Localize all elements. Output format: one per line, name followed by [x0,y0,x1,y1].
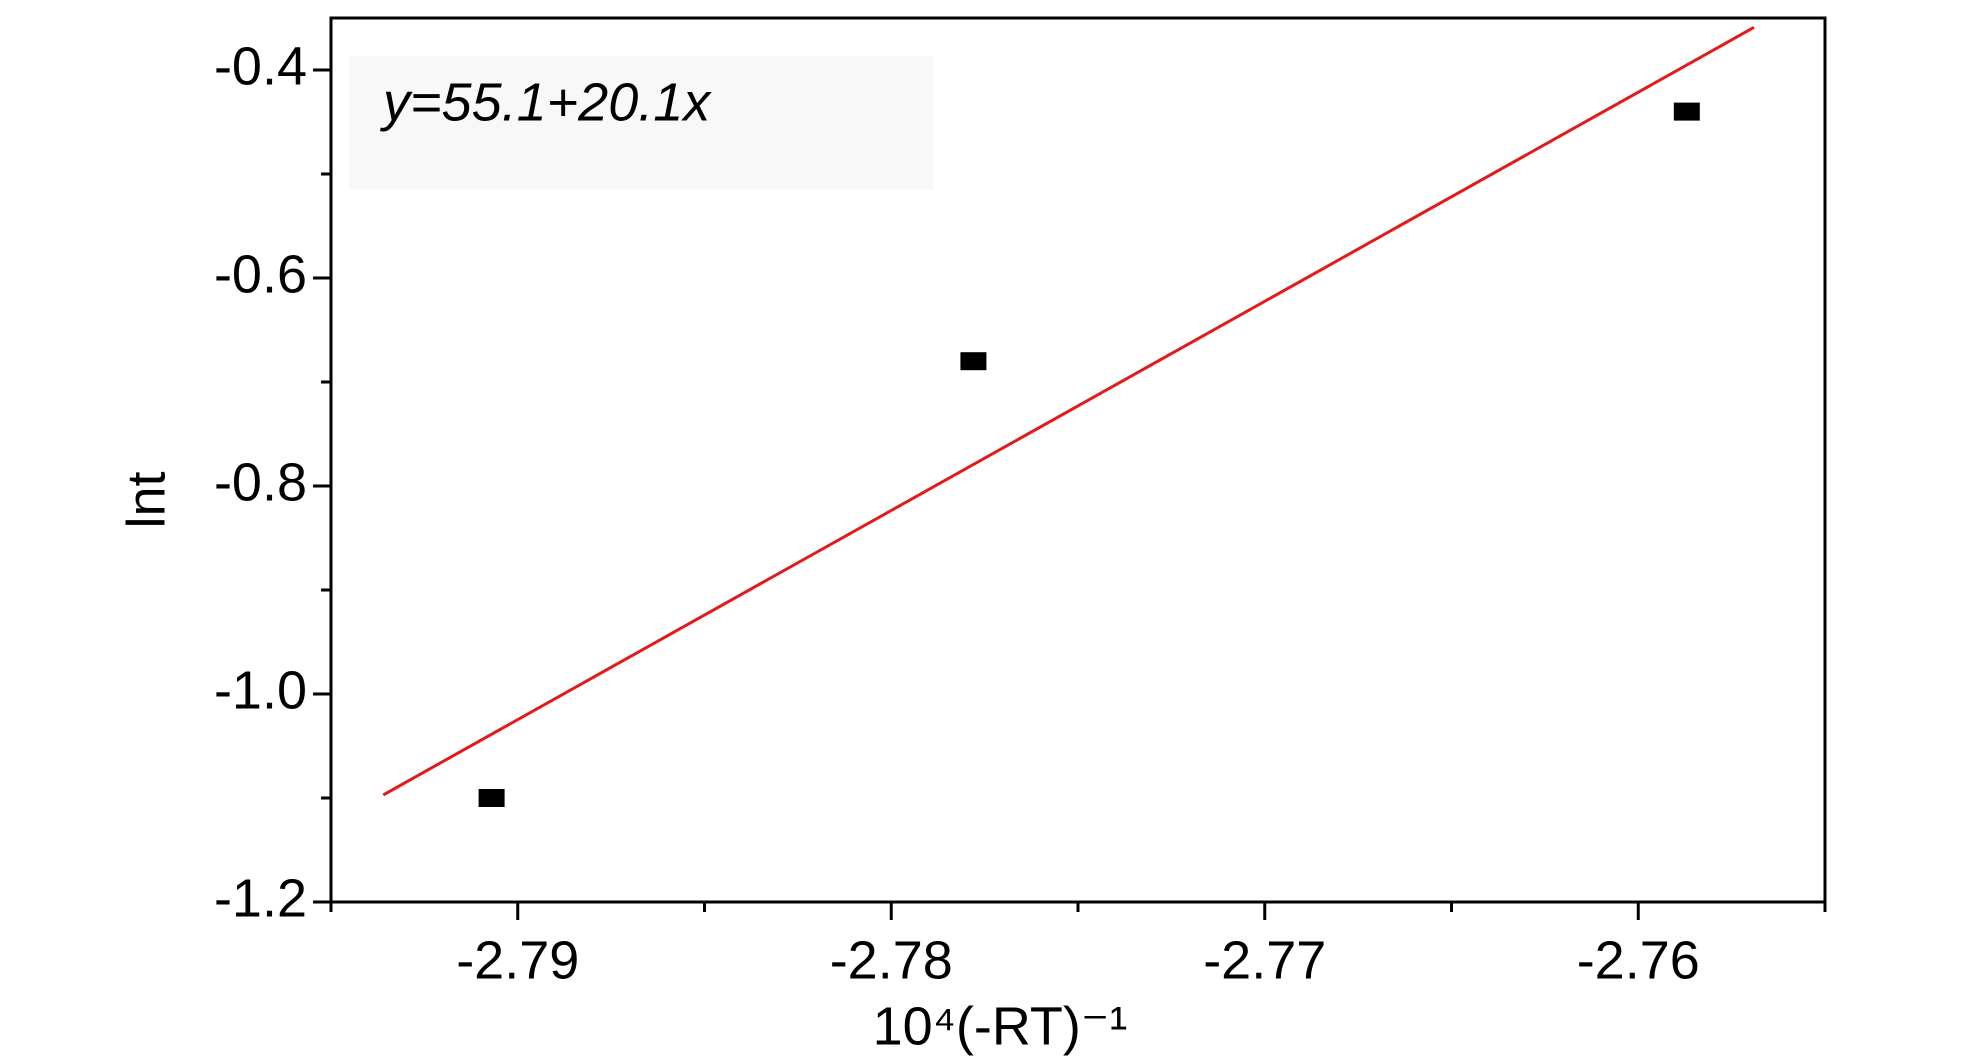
y-tick-label: -0.6 [214,244,307,304]
x-tick-label: -2.78 [830,930,953,990]
x-tick-label: -2.77 [1203,930,1326,990]
y-tick-label: -0.8 [214,452,307,512]
fit-line [382,26,1755,797]
data-point [1673,102,1700,121]
y-tick-label: -1.2 [214,868,307,928]
y-axis-label: lnt [116,471,176,528]
data-point [478,789,505,807]
annotation-box [349,56,933,190]
x-tick-label: -2.76 [1577,930,1700,990]
data-point [960,352,987,371]
annotation: y=55.1+20.1x [379,72,712,132]
x-axis-label: 10⁴(-RT)⁻¹ [873,996,1128,1056]
y-tick-label: -1.0 [214,660,307,720]
y-tick-label: -0.4 [214,36,307,96]
x-tick-label: -2.79 [456,930,579,990]
